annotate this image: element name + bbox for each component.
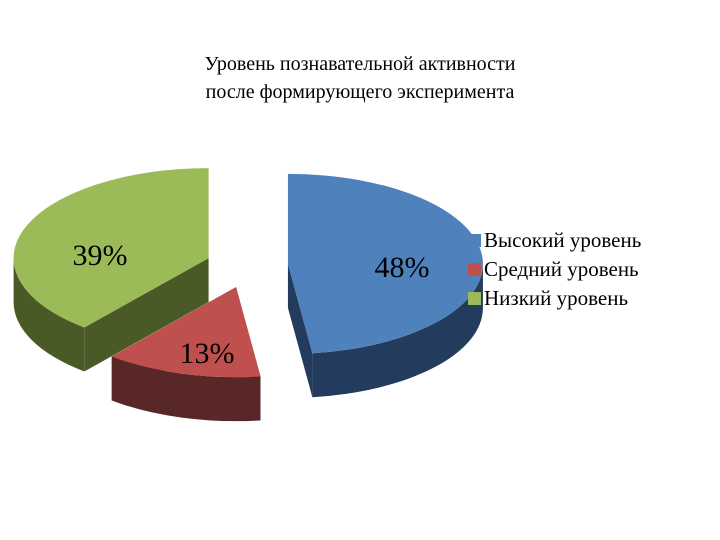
legend-label-low: Низкий уровень (484, 286, 629, 310)
pie-slice-low (13, 168, 209, 328)
data-label-low: 39% (73, 239, 128, 272)
chart-title-line-2: после формирующего эксперимента (205, 81, 515, 103)
chart-legend: Высокий уровень Средний уровень Низкий у… (468, 226, 641, 313)
legend-item-low: Низкий уровень (468, 284, 641, 313)
chart-title-line-1: Уровень познавательной активности (204, 53, 516, 75)
legend-swatch-high (468, 234, 481, 247)
legend-item-high: Высокий уровень (468, 226, 641, 255)
legend-swatch-low (468, 292, 481, 305)
legend-item-medium: Средний уровень (468, 255, 641, 284)
data-label-high: 48% (375, 251, 430, 284)
legend-swatch-medium (468, 263, 481, 276)
data-label-medium: 13% (180, 337, 235, 370)
pie-slice-side-low (13, 258, 209, 372)
pie-slice-side-high (287, 263, 483, 398)
chart-title: Уровень познавательной активности после … (120, 50, 600, 106)
legend-label-medium: Средний уровень (484, 257, 639, 281)
pie-slice-high (287, 173, 483, 354)
legend-label-high: Высокий уровень (484, 228, 642, 252)
pie-slice-medium (111, 287, 261, 378)
